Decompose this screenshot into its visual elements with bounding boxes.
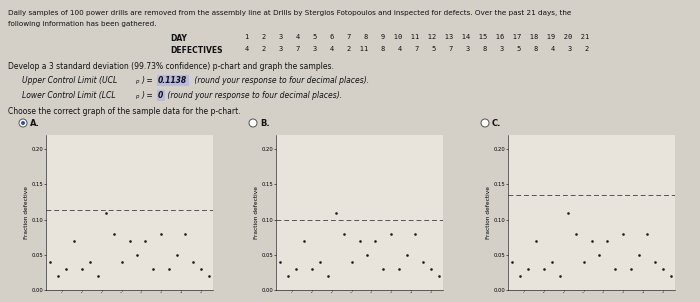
Point bbox=[393, 266, 405, 271]
Point bbox=[60, 266, 71, 271]
Point bbox=[298, 238, 309, 243]
Point bbox=[188, 259, 199, 264]
Point bbox=[124, 238, 135, 243]
Text: ) =: ) = bbox=[141, 76, 155, 85]
Point bbox=[100, 210, 111, 215]
Text: (round your response to four decimal places).: (round your response to four decimal pla… bbox=[192, 76, 369, 85]
Text: 0: 0 bbox=[158, 91, 163, 100]
Point bbox=[634, 252, 645, 257]
Point bbox=[155, 231, 167, 236]
Point bbox=[514, 274, 526, 278]
Point bbox=[274, 259, 286, 264]
Point bbox=[578, 259, 589, 264]
Text: Choose the correct graph of the sample data for the p-chart.: Choose the correct graph of the sample d… bbox=[8, 107, 241, 116]
Circle shape bbox=[249, 119, 257, 127]
Point bbox=[44, 259, 55, 264]
Point bbox=[402, 252, 413, 257]
Point bbox=[314, 259, 326, 264]
Text: Upper Control Limit (UCL: Upper Control Limit (UCL bbox=[22, 76, 118, 85]
Point bbox=[92, 274, 104, 278]
Point bbox=[586, 238, 597, 243]
Point bbox=[164, 266, 175, 271]
Point bbox=[433, 274, 444, 278]
Y-axis label: Fraction defective: Fraction defective bbox=[24, 186, 29, 239]
Point bbox=[132, 252, 143, 257]
Point bbox=[346, 259, 357, 264]
Point bbox=[116, 259, 127, 264]
Point bbox=[570, 231, 581, 236]
Text: Develop a 3 standard deviation (99.73% confidence) p-chart and graph the samples: Develop a 3 standard deviation (99.73% c… bbox=[8, 62, 334, 71]
Point bbox=[362, 252, 373, 257]
Point bbox=[562, 210, 573, 215]
Point bbox=[354, 238, 365, 243]
Point bbox=[148, 266, 159, 271]
Text: p: p bbox=[135, 79, 139, 84]
Text: B.: B. bbox=[260, 118, 270, 127]
Point bbox=[370, 238, 381, 243]
Point bbox=[602, 238, 613, 243]
Point bbox=[306, 266, 317, 271]
Point bbox=[650, 259, 661, 264]
Text: 0.1138: 0.1138 bbox=[158, 76, 187, 85]
Point bbox=[180, 231, 191, 236]
Point bbox=[642, 231, 653, 236]
Text: A.: A. bbox=[30, 118, 40, 127]
Point bbox=[76, 266, 88, 271]
Text: (round your response to four decimal places).: (round your response to four decimal pla… bbox=[165, 91, 342, 100]
Text: Daily samples of 100 power drills are removed from the assembly line at Drills b: Daily samples of 100 power drills are re… bbox=[8, 10, 571, 16]
Circle shape bbox=[21, 121, 25, 125]
Point bbox=[84, 259, 95, 264]
Point bbox=[626, 266, 637, 271]
Y-axis label: Fraction defective: Fraction defective bbox=[486, 186, 491, 239]
Point bbox=[52, 274, 64, 278]
Text: C.: C. bbox=[492, 118, 501, 127]
Point bbox=[410, 231, 421, 236]
Point bbox=[386, 231, 397, 236]
Point bbox=[617, 231, 629, 236]
Point bbox=[172, 252, 183, 257]
Point bbox=[378, 266, 389, 271]
Point bbox=[140, 238, 151, 243]
Point bbox=[108, 231, 119, 236]
Point bbox=[426, 266, 437, 271]
Circle shape bbox=[481, 119, 489, 127]
Point bbox=[290, 266, 302, 271]
Point bbox=[554, 274, 566, 278]
Point bbox=[522, 266, 533, 271]
Point bbox=[538, 266, 550, 271]
Point bbox=[322, 274, 333, 278]
Text: Lower Control Limit (LCL: Lower Control Limit (LCL bbox=[22, 91, 116, 100]
Text: 1   2   3   4   5   6   7   8   9  10  11  12  13  14  15  16  17  18  19  20  2: 1 2 3 4 5 6 7 8 9 10 11 12 13 14 15 16 1… bbox=[245, 34, 589, 40]
Point bbox=[417, 259, 428, 264]
Point bbox=[610, 266, 621, 271]
Point bbox=[657, 266, 668, 271]
Point bbox=[594, 252, 605, 257]
Point bbox=[506, 259, 517, 264]
Text: DEFECTIVES: DEFECTIVES bbox=[170, 46, 223, 55]
Text: DAY: DAY bbox=[170, 34, 187, 43]
Point bbox=[68, 238, 79, 243]
Point bbox=[204, 274, 215, 278]
Text: ) =: ) = bbox=[141, 91, 155, 100]
Point bbox=[195, 266, 206, 271]
Text: following information has been gathered.: following information has been gathered. bbox=[8, 21, 157, 27]
Point bbox=[330, 210, 341, 215]
Y-axis label: Fraction defective: Fraction defective bbox=[253, 186, 259, 239]
Text: p: p bbox=[135, 94, 139, 99]
Point bbox=[282, 274, 293, 278]
Text: 4   2   3   7   3   4   2  11   8   4   7   5   7   3   8   3   5   8   4   3   : 4 2 3 7 3 4 2 11 8 4 7 5 7 3 8 3 5 8 4 3 bbox=[245, 46, 589, 52]
Point bbox=[530, 238, 541, 243]
Point bbox=[338, 231, 349, 236]
Point bbox=[666, 274, 677, 278]
Circle shape bbox=[19, 119, 27, 127]
Point bbox=[546, 259, 557, 264]
